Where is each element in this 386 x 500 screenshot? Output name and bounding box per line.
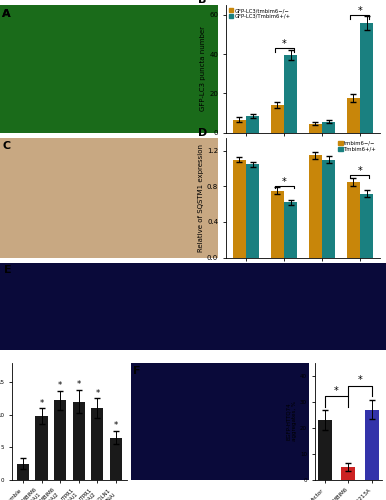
Text: *: * xyxy=(282,39,286,49)
Bar xyxy=(110,438,122,480)
Text: *: * xyxy=(358,376,362,386)
Text: *: * xyxy=(39,398,44,407)
Bar xyxy=(233,120,246,132)
Bar xyxy=(284,202,297,258)
Text: *: * xyxy=(77,380,81,390)
Y-axis label: Relative of SQSTM1 expression: Relative of SQSTM1 expression xyxy=(198,144,204,252)
Y-axis label: EGFP-HTTQ74
aggregates, %: EGFP-HTTQ74 aggregates, % xyxy=(286,401,297,442)
Bar xyxy=(365,410,379,480)
Bar xyxy=(246,116,259,132)
Text: *: * xyxy=(357,6,362,16)
Bar xyxy=(271,191,284,258)
Text: C: C xyxy=(2,141,10,151)
Bar xyxy=(309,156,322,258)
Bar xyxy=(271,105,284,132)
Bar xyxy=(309,124,322,132)
Bar xyxy=(246,164,259,258)
Text: D: D xyxy=(198,128,207,138)
Text: F: F xyxy=(133,366,141,376)
Bar xyxy=(284,55,297,132)
Bar xyxy=(360,22,373,132)
Bar xyxy=(322,122,335,132)
Text: *: * xyxy=(58,381,62,390)
Text: B: B xyxy=(198,0,207,5)
Bar xyxy=(233,160,246,258)
Bar xyxy=(54,400,66,480)
Bar xyxy=(17,464,29,480)
Text: A: A xyxy=(2,9,11,19)
Bar xyxy=(91,408,103,480)
Bar xyxy=(341,467,356,480)
Text: *: * xyxy=(114,422,118,430)
Bar xyxy=(322,160,335,258)
Text: *: * xyxy=(95,389,100,398)
Text: Kidney: Kidney xyxy=(329,270,353,276)
Text: A: A xyxy=(2,9,11,19)
Text: *: * xyxy=(357,166,362,176)
Bar xyxy=(360,194,373,258)
Text: Kidney: Kidney xyxy=(329,149,353,155)
Legend: GFP-LC3/tmbim6−/−, GFP-LC3/Tmbim6+/+: GFP-LC3/tmbim6−/−, GFP-LC3/Tmbim6+/+ xyxy=(229,8,291,20)
Bar xyxy=(347,182,360,258)
Bar xyxy=(36,416,47,480)
Bar xyxy=(318,420,332,480)
Text: Liver: Liver xyxy=(257,149,274,155)
Bar xyxy=(73,402,85,480)
Legend: tmbim6−/−, Tmbim6+/+: tmbim6−/−, Tmbim6+/+ xyxy=(338,140,378,152)
Bar xyxy=(347,98,360,132)
Text: Liver: Liver xyxy=(257,270,274,276)
Text: *: * xyxy=(282,177,286,187)
Y-axis label: GFP-LC3 puncta number: GFP-LC3 puncta number xyxy=(200,26,207,112)
Text: E: E xyxy=(4,265,12,275)
Text: *: * xyxy=(334,386,339,396)
